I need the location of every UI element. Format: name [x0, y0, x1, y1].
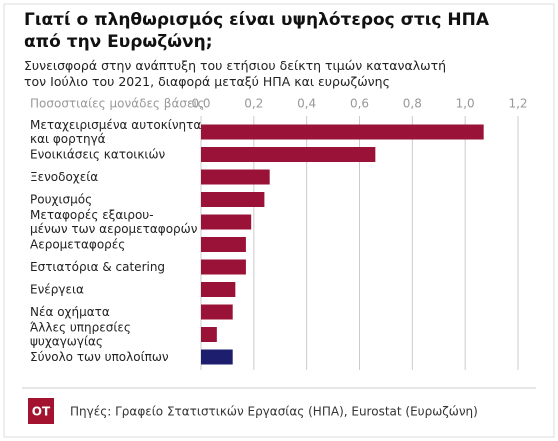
bar: [201, 169, 270, 185]
bar: [201, 147, 376, 162]
x-tick-label: 1,2: [508, 97, 527, 111]
category-label: Αερομεταφορές: [30, 237, 125, 251]
logo-box: [28, 398, 54, 424]
x-tick-label: 0,6: [350, 97, 369, 111]
x-tick-label: 1,0: [456, 97, 475, 111]
bar: [201, 214, 252, 230]
bar: [201, 304, 233, 320]
chart-subtitle-line: Συνεισφορά στην ανάπτυξη του ετήσιου δεί…: [24, 58, 446, 73]
bar: [201, 282, 236, 297]
category-label: Ξενοδοχεία: [30, 170, 98, 184]
category-label-line: Ενέργεια: [30, 282, 84, 296]
bar: [201, 349, 233, 365]
category-label: Μεταχειρισμένα αυτοκίνητα και φορτηγά: [30, 118, 201, 146]
category-label: Εστιατόρια & catering: [30, 260, 165, 274]
frame: [3, 3, 555, 438]
category-label-line: και φορτηγά: [30, 132, 106, 146]
x-tick-label: 0,4: [297, 97, 316, 111]
chart-title-line: από την Ευρωζώνη;: [24, 32, 213, 52]
chart-subtitle-line: τον Ιούλιο του 2021, διαφορά μεταξύ ΗΠΑ …: [24, 74, 390, 89]
category-label-line: Εστιατόρια & catering: [30, 260, 165, 274]
chart-title-line: Γιατί ο πληθωρισμός είναι υψηλότερος στι…: [24, 10, 490, 30]
logo: ΟΤ: [32, 405, 51, 419]
x-tick-label: 0,2: [244, 97, 263, 111]
category-label-line: Μεταφορές εξαιρου-: [30, 208, 154, 222]
category-label: Σύνολο των υπολοίπων: [30, 350, 169, 364]
chart-subtitle: Συνεισφορά στην ανάπτυξη του ετήσιου δεί…: [24, 58, 446, 89]
category-label-line: Σύνολο των υπολοίπων: [30, 350, 169, 364]
source-note: Πηγές: Γραφείο Στατιστικών Εργασίας (ΗΠΑ…: [70, 405, 478, 419]
axis-label: Ποσοστιαίες μονάδες βάσεις: [30, 97, 205, 111]
category-label-line: ψυχαγωγίας: [30, 334, 103, 348]
chart-title: Γιατί ο πληθωρισμός είναι υψηλότερος στι…: [24, 10, 490, 52]
category-label-line: μένων των αερομεταφορών: [30, 222, 198, 236]
category-label-line: Ενοικιάσεις κατοικιών: [30, 147, 166, 161]
category-label: Μεταφορές εξαιρου-μένων των αερομεταφορώ…: [30, 208, 198, 236]
category-label-line: Ρουχισμός: [30, 192, 92, 206]
bar: [201, 259, 246, 275]
x-tick-label: 0,8: [403, 97, 422, 111]
bar: [201, 124, 484, 140]
category-label: Ρουχισμός: [30, 192, 92, 206]
category-label: Ενοικιάσεις κατοικιών: [30, 147, 166, 161]
category-label-line: Αερομεταφορές: [30, 237, 125, 251]
category-label: Άλλες υπηρεσίες ψυχαγωγίας: [30, 320, 131, 348]
category-label-line: Νέα οχήματα: [30, 305, 110, 319]
category-label-line: Ξενοδοχεία: [30, 170, 98, 184]
category-label: Νέα οχήματα: [30, 305, 110, 319]
category-label-line: Άλλες υπηρεσίες: [30, 320, 131, 334]
x-tick-label: 0,0: [191, 97, 210, 111]
bar: [201, 237, 246, 252]
category-label: Ενέργεια: [30, 282, 84, 296]
bar: [201, 192, 265, 207]
category-label-line: Μεταχειρισμένα αυτοκίνητα: [30, 118, 201, 132]
bar: [201, 327, 217, 342]
